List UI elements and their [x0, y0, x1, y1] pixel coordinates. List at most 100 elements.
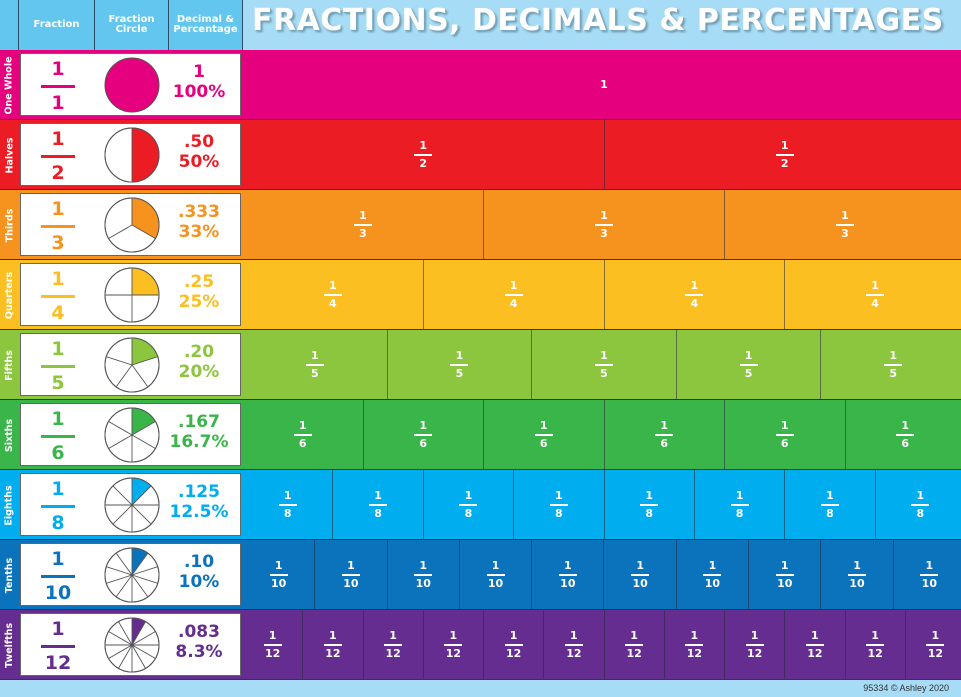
fraction-tile: 1 12	[605, 610, 665, 679]
tile-bar	[848, 573, 867, 576]
numerator: 1	[51, 268, 65, 290]
tile-numerator: 1	[374, 488, 382, 502]
row-label-text: One Whole	[4, 55, 15, 115]
circle-outline	[104, 407, 160, 463]
fraction-card: 1 8.125 12.5%	[20, 473, 241, 536]
fraction-tile: 1 12	[665, 610, 725, 679]
tile-denominator: 2	[419, 156, 428, 170]
row-label: Fifths	[0, 330, 19, 400]
tile-denominator: 8	[554, 506, 563, 520]
tile-numerator: 1	[570, 628, 578, 642]
page-title: FRACTIONS, DECIMALS & PERCENTAGES	[252, 3, 944, 38]
tile-bar	[534, 433, 553, 436]
fraction: 1 10	[39, 548, 77, 604]
decimal-value: .10	[183, 552, 215, 572]
header: Fraction Fraction Circle Decimal & Perce…	[0, 0, 961, 50]
fraction-card: 1 2.50 50%	[20, 123, 241, 186]
copyright-credit: 95334 © Ashley 2020	[863, 683, 949, 693]
tile-bar	[504, 293, 523, 296]
tile-numerator: 1	[298, 418, 307, 432]
fraction-card: 1 12 .083 8.3%	[20, 613, 241, 676]
tile-numerator: 1	[419, 558, 428, 572]
row-label-text: Eighths	[4, 484, 15, 526]
tile-bar	[685, 643, 704, 646]
tile-denominator: 8	[374, 506, 382, 520]
fraction-tile: 1 12	[303, 610, 364, 679]
tile-denominator: 10	[632, 576, 648, 590]
fraction-circle	[104, 477, 160, 533]
tile-bar	[640, 503, 659, 506]
tile-numerator: 1	[690, 628, 699, 642]
footer: 95334 © Ashley 2020	[0, 681, 961, 697]
decimal-percentage: .50 50%	[164, 132, 234, 172]
fraction-circle	[104, 407, 160, 463]
slice-divider	[108, 421, 133, 436]
tile-numerator: 1	[491, 558, 500, 572]
tile-bar	[414, 433, 433, 436]
fraction-tile: 1 12	[846, 610, 906, 679]
slice-divider	[131, 644, 146, 669]
tile-numerator: 1	[660, 418, 669, 432]
tile-denominator: 12	[686, 646, 703, 660]
tile-denominator: 12	[445, 646, 462, 660]
shaded-slice	[132, 548, 148, 575]
tile-bar	[926, 643, 945, 646]
tile-numerator: 1	[630, 628, 638, 642]
header-fraction-circle: Fraction Circle	[95, 0, 169, 50]
tile-numerator: 1	[359, 208, 367, 222]
tile-bar	[595, 223, 613, 226]
circle-outline	[104, 547, 160, 603]
shaded-slice	[132, 198, 159, 239]
tile-bar	[884, 363, 903, 366]
slice-divider	[108, 434, 133, 449]
numerator: 1	[51, 478, 65, 500]
slice-divider	[118, 644, 133, 669]
tile-bar	[450, 363, 469, 366]
tile-numerator: 1	[925, 558, 934, 572]
tile-bar	[504, 643, 523, 646]
slice-divider	[131, 552, 149, 576]
row-label-text: Quarters	[4, 271, 16, 319]
fraction-tile: 1 10	[821, 540, 894, 609]
fraction-circle	[104, 267, 160, 323]
tile-numerator: 1	[310, 348, 319, 362]
header-decimal-percentage: Decimal & Percentage	[169, 0, 243, 50]
denominator: 12	[44, 651, 72, 674]
decimal-percentage: 1 100%	[164, 62, 234, 102]
header-fraction: Fraction	[19, 0, 95, 50]
tile-denominator: 8	[645, 506, 654, 520]
decimal-value: .20	[183, 342, 215, 362]
fraction-circle	[104, 337, 160, 393]
denominator: 3	[51, 231, 65, 254]
fraction-bar	[41, 85, 75, 88]
denominator: 10	[44, 581, 72, 604]
tile-numerator: 1	[744, 348, 753, 362]
tile-numerator: 1	[690, 278, 699, 292]
decimal-percentage: .20 20%	[164, 342, 234, 382]
row-label-text: Tenths	[4, 557, 16, 593]
fraction-bar	[41, 155, 75, 158]
fraction-bar	[41, 435, 75, 438]
fraction-circle	[104, 57, 160, 113]
slice-divider	[115, 364, 133, 388]
tile-numerator: 1	[735, 488, 744, 502]
tile-denominator: 10	[849, 576, 865, 590]
tile-numerator: 1	[600, 348, 608, 362]
fraction-tile: 1	[243, 50, 961, 119]
fraction-row: Quarters 1 4.25 25% 1 4 1 4 1 4 1 4	[0, 260, 961, 330]
